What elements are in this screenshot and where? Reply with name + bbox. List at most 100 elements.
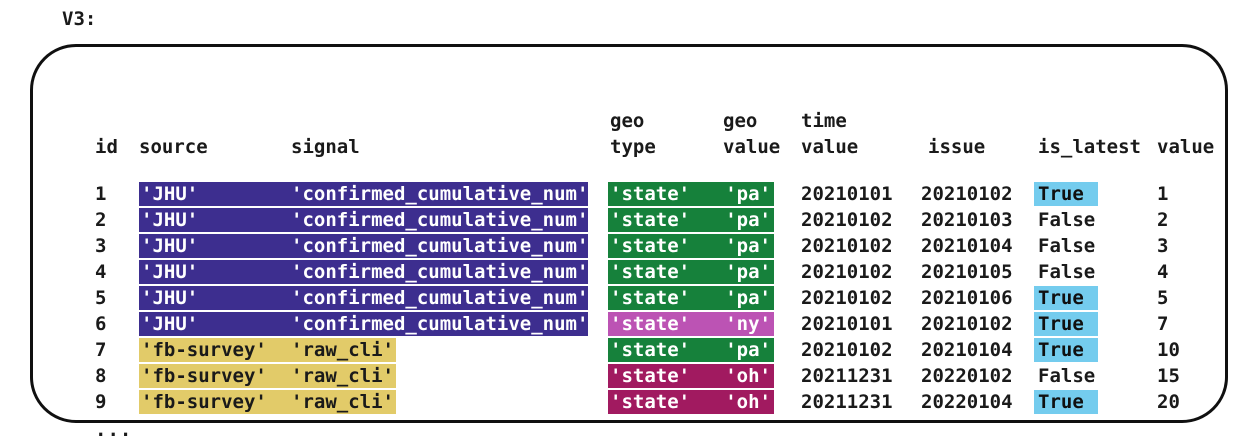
table-row: 1 'JHU''confirmed_cumulative_num''state' '… xyxy=(33,181,1249,207)
col-header-signal: signal xyxy=(291,136,360,158)
source-signal-highlight: 'fb-survey' 'raw_cli' xyxy=(139,390,396,414)
cell-signal: 'raw_cli' xyxy=(291,339,394,361)
cell-time-value: 20210102 xyxy=(801,209,893,231)
cell-value: 1 xyxy=(1157,183,1169,205)
geo-highlight: 'state' 'pa' xyxy=(608,208,774,232)
cell-value: 15 xyxy=(1157,365,1180,387)
cell-issue: 20210102 xyxy=(921,183,1013,205)
cell-time-value: 20210101 xyxy=(801,313,893,335)
col-header-geo-type: geo type xyxy=(610,110,656,158)
cell-value: 3 xyxy=(1157,235,1169,257)
cell-is-latest: True xyxy=(1038,339,1084,361)
cell-is-latest: False xyxy=(1038,209,1096,231)
cell-source: 'fb-survey' xyxy=(141,365,267,387)
geo-highlight: 'state' 'oh' xyxy=(608,390,774,414)
cell-id: 4 xyxy=(95,261,107,283)
cell-geo-value: 'pa' xyxy=(725,287,771,309)
cell-signal: 'confirmed_cumulative_num' xyxy=(291,183,589,205)
table-row: 2 'JHU''confirmed_cumulative_num''state' '… xyxy=(33,207,1249,233)
cell-issue: 20220102 xyxy=(921,365,1013,387)
cell-geo-value: 'pa' xyxy=(725,183,771,205)
source-signal-highlight: 'JHU' 'confirmed_cumulative_num' xyxy=(139,312,588,336)
cell-source: 'JHU' xyxy=(141,209,199,231)
cell-value: 20 xyxy=(1157,391,1180,413)
cell-id: 3 xyxy=(95,235,107,257)
cell-time-value: 20210102 xyxy=(801,339,893,361)
is-latest-highlight: True xyxy=(1034,390,1098,414)
cell-issue: 20210104 xyxy=(921,339,1013,361)
cell-geo-value: 'pa' xyxy=(725,261,771,283)
cell-geo-value: 'pa' xyxy=(725,235,771,257)
cell-source: 'JHU' xyxy=(141,235,199,257)
cell-id: 8 xyxy=(95,365,107,387)
cell-issue: 20210106 xyxy=(921,287,1013,309)
cell-source: 'JHU' xyxy=(141,313,199,335)
cell-is-latest: True xyxy=(1038,391,1084,413)
col-header-id: id xyxy=(95,136,118,158)
cell-issue: 20210104 xyxy=(921,235,1013,257)
table-row: 5 'JHU''confirmed_cumulative_num''state' '… xyxy=(33,285,1249,311)
cell-issue: 20210103 xyxy=(921,209,1013,231)
cell-source: 'fb-survey' xyxy=(141,391,267,413)
cell-geo-value: 'oh' xyxy=(725,365,771,387)
cell-signal: 'raw_cli' xyxy=(291,365,394,387)
cell-geo-value: 'oh' xyxy=(725,391,771,413)
cell-is-latest: False xyxy=(1038,365,1096,387)
col-header-is-latest: is_latest xyxy=(1038,136,1141,158)
cell-issue: 20210105 xyxy=(921,261,1013,283)
source-signal-highlight: 'JHU' 'confirmed_cumulative_num' xyxy=(139,260,588,284)
table-row: 9 'fb-survey' 'raw_cli' 'state' 'oh' 20211231… xyxy=(33,389,1249,415)
cell-is-latest: True xyxy=(1038,313,1084,335)
geo-highlight: 'state' 'pa' xyxy=(608,182,774,206)
cell-geo-type: 'state' xyxy=(610,183,691,205)
table-row: 6 'JHU' 'confirmed_cumulative_num' 'state' '… xyxy=(33,311,1249,337)
source-signal-highlight: 'JHU' 'confirmed_cumulative_num' xyxy=(139,208,588,232)
source-signal-highlight: 'JHU' 'confirmed_cumulative_num' xyxy=(139,286,588,310)
is-latest-highlight: True xyxy=(1034,312,1098,336)
cell-is-latest: True xyxy=(1038,183,1084,205)
geo-highlight: 'state' 'pa' xyxy=(608,234,774,258)
table-row: 3 'JHU''confirmed_cumulative_num''state' '… xyxy=(33,233,1249,259)
cell-id: 1 xyxy=(95,183,107,205)
geo-highlight: 'state' 'pa' xyxy=(608,260,774,284)
source-signal-highlight: 'fb-survey' 'raw_cli' xyxy=(139,364,396,388)
cell-geo-value: 'ny' xyxy=(725,313,771,335)
cell-source: 'JHU' xyxy=(141,261,199,283)
geo-highlight: 'state' 'ny' xyxy=(608,312,774,336)
cell-value: 4 xyxy=(1157,261,1169,283)
cell-geo-type: 'state' xyxy=(610,261,691,283)
cell-value: 2 xyxy=(1157,209,1169,231)
cell-source: 'fb-survey' xyxy=(141,339,267,361)
geo-highlight: 'state' 'pa' xyxy=(608,338,774,362)
cell-signal: 'confirmed_cumulative_num' xyxy=(291,287,589,309)
source-signal-highlight: 'fb-survey' 'raw_cli' xyxy=(139,338,396,362)
col-header-issue: issue xyxy=(928,136,986,158)
is-latest-highlight: True xyxy=(1034,338,1098,362)
cell-geo-type: 'state' xyxy=(610,339,691,361)
cell-geo-value: 'pa' xyxy=(725,339,771,361)
is-latest-highlight: True xyxy=(1034,182,1098,206)
table-row: 7 'fb-survey' 'raw_cli' 'state' 'pa' 20210102… xyxy=(33,337,1249,363)
col-header-value: value xyxy=(1157,136,1215,158)
cell-id: 6 xyxy=(95,313,107,335)
version-label: V3: xyxy=(62,8,97,30)
cell-geo-type: 'state' xyxy=(610,365,691,387)
ellipsis: ... xyxy=(95,419,133,441)
cell-time-value: 20211231 xyxy=(801,391,893,413)
cell-geo-type: 'state' xyxy=(610,209,691,231)
cell-issue: 20210102 xyxy=(921,313,1013,335)
cell-geo-value: 'pa' xyxy=(725,209,771,231)
col-header-source: source xyxy=(139,136,208,158)
table-panel: id source signal geo type geo value time… xyxy=(30,44,1228,441)
col-header-geo-value: geo value xyxy=(723,110,781,158)
cell-time-value: 20210101 xyxy=(801,183,893,205)
cell-source: 'JHU' xyxy=(141,287,199,309)
cell-geo-type: 'state' xyxy=(610,391,691,413)
cell-geo-type: 'state' xyxy=(610,235,691,257)
cell-value: 10 xyxy=(1157,339,1180,361)
geo-highlight: 'state' 'pa' xyxy=(608,286,774,310)
source-signal-highlight: 'JHU' 'confirmed_cumulative_num' xyxy=(139,234,588,258)
cell-signal: 'confirmed_cumulative_num' xyxy=(291,313,589,335)
cell-geo-type: 'state' xyxy=(610,287,691,309)
